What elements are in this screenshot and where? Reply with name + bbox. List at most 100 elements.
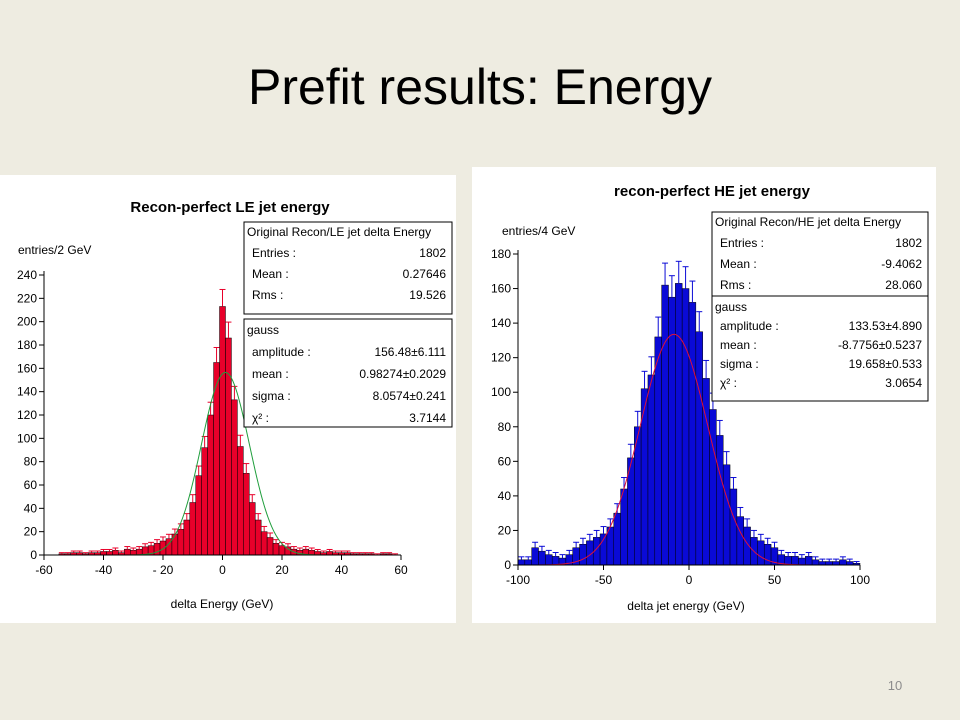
stats-box-title: Original Recon/LE jet delta Energy: [247, 225, 431, 239]
histogram-bar: [846, 561, 854, 566]
histogram-bar: [231, 399, 238, 556]
stats-label: Entries :: [252, 246, 296, 260]
histogram-bar: [640, 388, 649, 566]
stats-label: Mean :: [720, 257, 757, 271]
histogram-bar: [654, 336, 662, 566]
x-axis-label: delta Energy (GeV): [171, 597, 274, 611]
histogram-bar: [825, 561, 833, 566]
histogram-bar: [207, 414, 214, 556]
histogram-bar: [709, 409, 717, 566]
histogram-bar: [675, 283, 683, 566]
histogram-bar: [681, 288, 690, 566]
y-tick-label: 20: [24, 525, 38, 539]
fit-param-label: mean :: [720, 338, 757, 352]
y-tick-label: 0: [504, 558, 511, 572]
fit-box-title: gauss: [715, 300, 747, 314]
histogram-bar: [278, 545, 286, 556]
histogram-bar: [189, 502, 196, 556]
y-tick-label: 120: [17, 408, 37, 422]
fit-param-label: amplitude :: [720, 319, 779, 333]
x-tick-label: -40: [95, 563, 113, 577]
y-tick-label: 0: [30, 548, 37, 562]
histogram-bar: [620, 488, 628, 566]
x-tick-label: 0: [686, 573, 693, 587]
slide-title: Prefit results: Energy: [247, 59, 713, 115]
stats-value: 28.060: [885, 278, 922, 292]
histogram-bar: [695, 331, 703, 566]
x-tick-label: 100: [850, 573, 870, 587]
x-tick-label: 50: [768, 573, 782, 587]
y-tick-label: 100: [17, 431, 37, 445]
fit-param-label: χ² :: [720, 376, 737, 390]
histogram-bar: [112, 550, 119, 556]
histogram-bar: [661, 284, 669, 566]
y-tick-label: 80: [498, 420, 512, 434]
histogram-bar: [702, 378, 710, 566]
stats-value: 0.27646: [403, 267, 447, 281]
fit-box: gauss amplitude : 156.48±6.111 mean : 0.9827…: [243, 318, 453, 428]
histogram-bar: [177, 529, 185, 556]
y-tick-label: 160: [491, 282, 511, 296]
histogram-bar: [266, 537, 274, 556]
stats-value: 1802: [895, 236, 922, 250]
fit-param-label: sigma :: [252, 389, 291, 403]
histogram-bar: [688, 302, 697, 566]
fit-param-value: 3.7144: [409, 411, 446, 425]
histogram-bar: [249, 502, 256, 556]
histogram-bar: [613, 512, 621, 566]
fit-box-frame: [711, 295, 929, 402]
stats-label: Rms :: [720, 278, 751, 292]
histogram-bar: [524, 559, 532, 566]
histogram-bar: [183, 519, 191, 556]
histogram-bar: [243, 473, 250, 556]
y-tick-label: 80: [24, 455, 38, 469]
fit-param-label: mean :: [252, 367, 289, 381]
stats-label: Rms :: [252, 288, 283, 302]
histogram-bar: [736, 516, 744, 566]
y-tick-label: 120: [491, 351, 511, 365]
le-histogram-panel: Recon-perfect LE jet energy entries/2 Ge…: [0, 175, 456, 623]
y-tick-label: 60: [498, 454, 512, 468]
stats-label: Mean :: [252, 267, 289, 281]
histogram-bar: [124, 548, 131, 556]
x-axis-label: delta jet energy (GeV): [627, 599, 744, 613]
y-tick-label: 240: [17, 268, 37, 282]
fit-param-label: χ² :: [252, 411, 269, 425]
y-tick-label: 60: [24, 478, 38, 492]
y-tick-label: 180: [491, 247, 511, 261]
x-tick-label: 0: [219, 563, 226, 577]
histogram-bar: [260, 531, 268, 556]
histogram-bar: [716, 435, 724, 566]
histogram-bar: [254, 519, 262, 556]
y-axis-label: entries/4 GeV: [502, 224, 575, 238]
fit-param-value: -8.7756±0.5237: [838, 338, 922, 352]
fit-box-title: gauss: [247, 323, 279, 337]
histogram-bar: [219, 306, 226, 556]
histogram-bar: [805, 556, 813, 566]
histogram-bar: [798, 557, 806, 566]
histogram-bar: [326, 551, 333, 556]
histogram-bar: [538, 550, 546, 566]
y-tick-label: 140: [17, 385, 37, 399]
y-tick-label: 40: [24, 501, 38, 515]
stats-box: Original Recon/LE jet delta Energy Entrie…: [243, 221, 453, 315]
y-tick-label: 160: [17, 361, 37, 375]
histogram-bar: [106, 551, 113, 556]
y-tick-label: 200: [17, 315, 37, 329]
stats-box: Original Recon/HE jet delta Energy Entrie…: [711, 211, 929, 298]
x-tick-label: - 20: [153, 563, 174, 577]
fit-param-label: amplitude :: [252, 345, 311, 359]
histogram-bar: [757, 540, 765, 566]
histogram-bar: [284, 546, 292, 556]
y-tick-label: 180: [17, 338, 37, 352]
histogram-bar: [722, 464, 731, 566]
histogram-bar: [159, 540, 167, 556]
fit-param-value: 156.48±6.111: [374, 345, 446, 359]
histogram-bar: [668, 296, 676, 566]
histogram-bar: [551, 556, 560, 566]
fit-param-value: 8.0574±0.241: [373, 389, 447, 403]
y-tick-label: 140: [491, 316, 511, 330]
x-tick-label: -60: [35, 563, 53, 577]
stats-box-title: Original Recon/HE jet delta Energy: [715, 215, 901, 229]
histogram-bar: [832, 561, 840, 566]
